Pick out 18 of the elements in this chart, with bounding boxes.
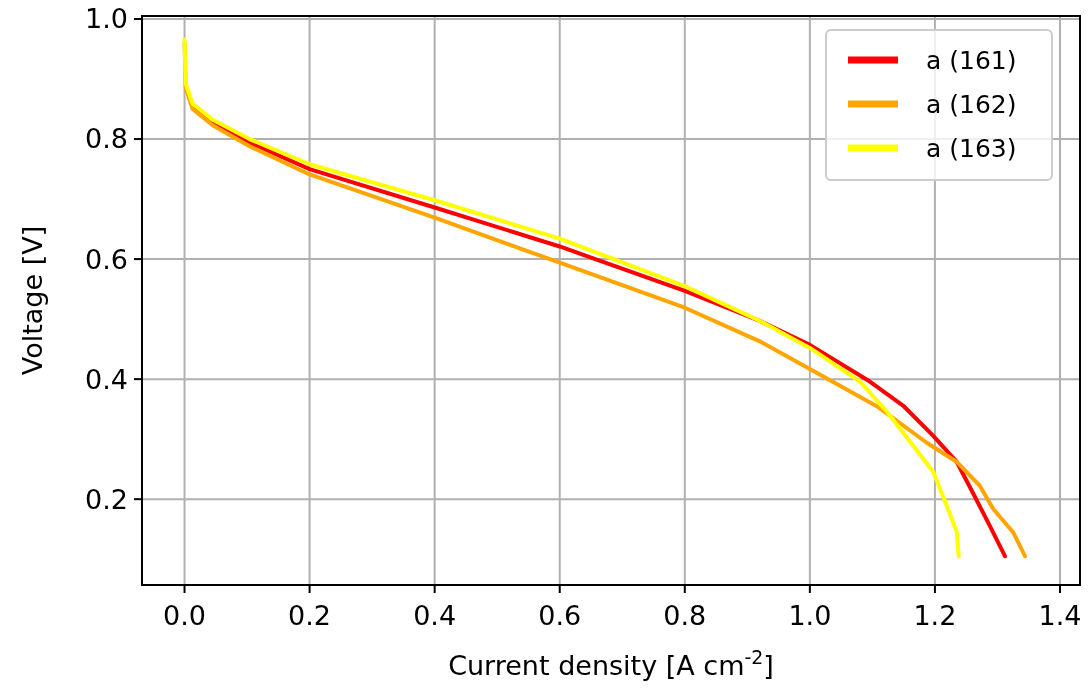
y-axis-title: Voltage [V] [17,225,48,376]
y-tick-label: 0.8 [85,123,128,155]
x-tick-label: 0.4 [413,600,457,631]
x-tick-label: 1.0 [788,600,832,631]
legend-label: a (163) [926,133,1017,163]
x-axis-title: Current density [A cm$^{-2}$] [448,646,774,681]
y-tick-label: 0.2 [85,483,128,515]
legend-label: a (162) [926,89,1017,119]
x-tick-label: 0.2 [288,600,332,631]
legend-label: a (161) [926,45,1017,75]
x-tick-label: 1.2 [913,600,957,631]
x-tick-label: 0.6 [538,600,582,631]
y-tick-label: 0.4 [85,363,128,395]
x-tick-label: 0.0 [163,600,206,631]
y-tick-label: 1.0 [85,3,128,35]
x-tick-label: 1.4 [1038,600,1082,631]
y-tick-label: 0.6 [85,243,128,275]
x-tick-label: 0.8 [663,600,707,631]
